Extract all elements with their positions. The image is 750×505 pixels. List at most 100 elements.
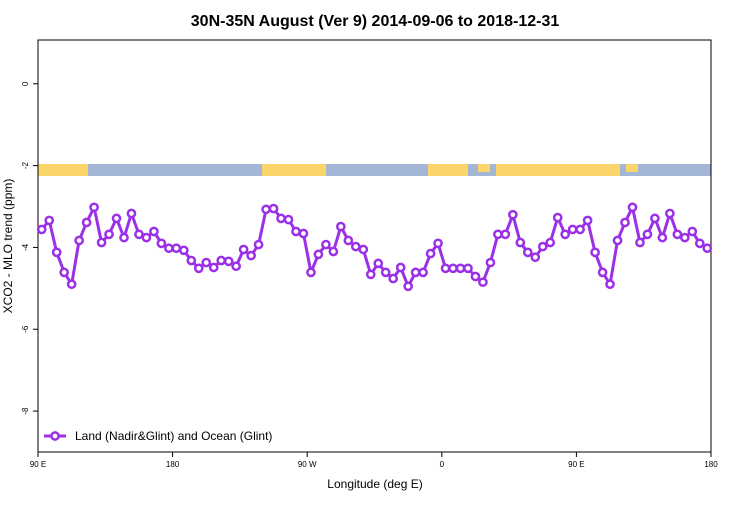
x-tick-label: 90 E [30, 460, 46, 469]
data-point [36, 224, 47, 235]
land-band [38, 164, 88, 176]
data-point [104, 229, 114, 240]
data-point [657, 232, 668, 243]
data-point [665, 208, 675, 219]
data-point [507, 209, 518, 220]
data-point [223, 256, 234, 267]
data-point [365, 269, 376, 280]
data-point [149, 226, 159, 237]
data-point [134, 229, 144, 240]
data-point [575, 224, 585, 235]
x-axis-label: Longitude (deg E) [327, 477, 422, 491]
y-tick-label: -8 [21, 407, 30, 415]
land-band [262, 164, 326, 176]
data-point [620, 217, 630, 228]
data-point [81, 217, 92, 228]
y-tick-label: -4 [21, 243, 30, 251]
data-point [186, 255, 197, 266]
data-point [687, 226, 698, 237]
data-point [395, 262, 406, 273]
data-point [96, 237, 107, 248]
data-point [515, 237, 526, 248]
data-point [388, 273, 399, 284]
land-ocean-band [38, 164, 711, 176]
data-point [89, 202, 99, 213]
x-tick-label: 90 E [568, 460, 584, 469]
data-point [425, 248, 436, 259]
y-tick-label: -2 [21, 162, 30, 170]
data-point [605, 279, 615, 290]
data-point [156, 238, 167, 249]
data-point [650, 213, 660, 224]
y-tick-label: -6 [21, 325, 30, 333]
data-point [597, 267, 608, 278]
data-point [216, 255, 227, 266]
data-point [328, 246, 339, 257]
data-point [567, 224, 578, 235]
chart-title: 30N-35N August (Ver 9) 2014-09-06 to 201… [191, 13, 560, 30]
data-point [231, 261, 242, 272]
data-point [582, 215, 593, 226]
data-point [283, 214, 294, 225]
data-point [537, 241, 548, 252]
data-point [470, 271, 481, 282]
data-point [44, 215, 55, 226]
land-band [626, 164, 638, 172]
data-point [373, 258, 384, 269]
land-band [496, 164, 620, 176]
data-point [530, 252, 541, 263]
data-point [74, 235, 84, 246]
data-point [178, 245, 189, 256]
data-point [126, 208, 137, 219]
data-point [380, 267, 391, 278]
land-band [478, 164, 490, 172]
data-point [253, 239, 264, 250]
y-axis-label: XCO2 - MLO trend (ppm) [1, 179, 15, 314]
data-point [321, 239, 331, 250]
data-point [627, 202, 638, 213]
data-point [268, 203, 279, 214]
x-tick-label: 180 [704, 460, 718, 469]
data-point [590, 247, 600, 258]
data-point [358, 244, 369, 255]
data-point [208, 262, 219, 273]
data-point [403, 281, 413, 292]
data-point [59, 267, 70, 278]
data-point [343, 235, 354, 246]
data-point [522, 247, 533, 258]
data-point [66, 279, 77, 290]
data-point [261, 204, 271, 215]
data-point [463, 263, 473, 274]
data-point [201, 257, 212, 268]
data-point [448, 263, 458, 274]
data-point [694, 238, 705, 249]
data-point [313, 249, 324, 260]
data-point [493, 229, 503, 240]
data-point [642, 229, 653, 240]
data-point [51, 247, 62, 258]
y-tick-label: 0 [21, 81, 30, 86]
data-point [478, 277, 488, 288]
data-point [672, 229, 683, 240]
data-point [336, 221, 346, 232]
data-point [702, 243, 713, 254]
data-point [500, 229, 511, 240]
data-point [171, 243, 182, 254]
data-point [141, 232, 152, 243]
legend-label: Land (Nadir&Glint) and Ocean (Glint) [75, 429, 272, 443]
data-point [679, 232, 690, 243]
data-point [545, 237, 556, 248]
data-point [635, 237, 645, 248]
data-point [418, 267, 428, 278]
data-point [306, 267, 316, 278]
data-point [111, 213, 122, 224]
land-band [428, 164, 468, 176]
legend-marker [50, 431, 60, 441]
data-point [246, 250, 256, 261]
data-point [612, 235, 623, 246]
data-point [440, 263, 451, 274]
data-point [433, 238, 443, 249]
data-point [164, 243, 174, 254]
x-tick-label: 90 W [298, 460, 317, 469]
